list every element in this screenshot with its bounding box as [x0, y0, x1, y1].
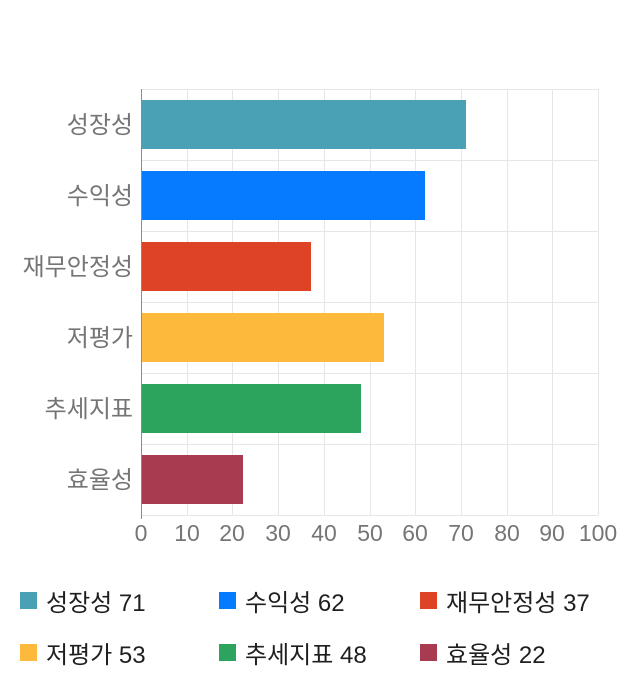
y-axis-line — [141, 89, 142, 519]
x-tick-label: 60 — [402, 520, 428, 546]
gridline-horizontal — [141, 231, 598, 232]
legend-item: 수익성 62 — [219, 591, 345, 616]
gridline-vertical — [324, 89, 325, 515]
bar-재무안정성 — [142, 242, 311, 291]
category-label: 재무안정성 — [22, 254, 133, 281]
legend-label: 성장성 71 — [46, 590, 146, 617]
x-tick-label: 0 — [134, 520, 148, 546]
legend-swatch-icon — [420, 592, 437, 609]
category-label: 추세지표 — [44, 396, 133, 423]
legend-swatch-icon — [20, 644, 37, 661]
legend-item: 추세지표 48 — [219, 643, 367, 668]
gridline-vertical — [278, 89, 279, 515]
bar-수익성 — [142, 171, 425, 220]
legend-item: 효율성 22 — [420, 643, 546, 668]
gridline-vertical — [507, 89, 508, 515]
legend-label: 추세지표 48 — [245, 642, 367, 669]
x-tick-label: 90 — [539, 520, 565, 546]
category-label: 저평가 — [66, 325, 133, 352]
x-tick-label: 20 — [219, 520, 245, 546]
x-tick-label: 30 — [265, 520, 291, 546]
gridline-horizontal — [141, 444, 598, 445]
gridline-vertical — [232, 89, 233, 515]
x-tick-label: 80 — [494, 520, 520, 546]
legend-label: 효율성 22 — [446, 642, 546, 669]
gridline-horizontal — [141, 89, 598, 90]
bar-저평가 — [142, 313, 384, 362]
gridline-vertical — [598, 89, 599, 515]
gridline-horizontal — [141, 515, 598, 516]
gridline-horizontal — [141, 373, 598, 374]
x-tick-label: 50 — [357, 520, 383, 546]
legend-label: 수익성 62 — [245, 590, 345, 617]
category-label: 성장성 — [66, 112, 133, 139]
gridline-vertical — [461, 89, 462, 515]
gridline-horizontal — [141, 160, 598, 161]
gridline-horizontal — [141, 302, 598, 303]
bar-효율성 — [142, 455, 243, 504]
x-tick-label: 10 — [174, 520, 200, 546]
bar-성장성 — [142, 100, 466, 149]
legend-item: 성장성 71 — [20, 591, 146, 616]
plot-area — [141, 89, 599, 516]
x-tick-label: 100 — [578, 520, 618, 546]
bar-추세지표 — [142, 384, 361, 433]
legend-item: 재무안정성 37 — [420, 591, 590, 616]
legend-swatch-icon — [20, 592, 37, 609]
legend-label: 재무안정성 37 — [446, 590, 590, 617]
category-label: 효율성 — [66, 467, 133, 494]
gridline-vertical — [552, 89, 553, 515]
x-tick-label: 70 — [448, 520, 474, 546]
category-label: 수익성 — [66, 183, 133, 210]
gridline-vertical — [187, 89, 188, 515]
legend-swatch-icon — [219, 644, 236, 661]
x-tick-label: 40 — [311, 520, 337, 546]
gridline-vertical — [370, 89, 371, 515]
legend-item: 저평가 53 — [20, 643, 146, 668]
legend-swatch-icon — [420, 644, 437, 661]
gridline-vertical — [415, 89, 416, 515]
legend-swatch-icon — [219, 592, 236, 609]
legend-label: 저평가 53 — [46, 642, 146, 669]
